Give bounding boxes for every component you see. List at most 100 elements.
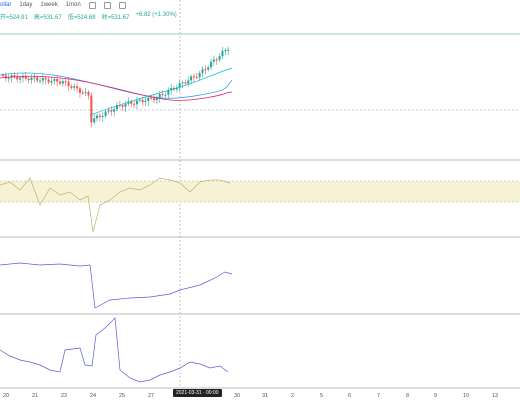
indicator-line-2 [0, 317, 229, 383]
candle-body [70, 86, 73, 88]
candle-body [210, 61, 213, 68]
x-tick-label: 8 [406, 393, 409, 399]
candle-body [73, 86, 76, 88]
candle-body [96, 115, 99, 119]
x-tick-label: 2 [291, 393, 294, 399]
candle-body [4, 75, 7, 79]
candle-body [76, 86, 79, 89]
close-value: 收=531.67 [101, 15, 130, 21]
timeframe-1day[interactable]: 1day [19, 2, 33, 8]
candle-body [195, 76, 198, 78]
candle-body [144, 101, 147, 103]
candle-body [10, 75, 13, 78]
candle-body [107, 110, 110, 112]
candle-body [138, 99, 141, 101]
oscillator-line [0, 177, 231, 233]
x-axis-ticks: 202123242527282930312567891013 [3, 393, 498, 399]
x-tick-label: 25 [119, 393, 125, 399]
candle-body [170, 87, 173, 91]
candle-body [110, 110, 113, 112]
candle-body [227, 49, 230, 51]
candle-body [56, 79, 59, 82]
candle-body [98, 115, 101, 117]
open-value: 开=524.91 [0, 15, 28, 21]
low-value: 低=524.68 [67, 15, 96, 21]
moving-averages [0, 67, 233, 116]
candle-body [93, 118, 96, 123]
candle-body [104, 111, 107, 116]
settings-icon[interactable] [88, 1, 96, 9]
candle-body [47, 79, 50, 83]
candle-body [175, 87, 178, 90]
x-tick-label: 31 [262, 393, 268, 399]
candle-body [19, 77, 22, 80]
candle-body [130, 101, 133, 104]
x-tick-label: 10 [463, 393, 469, 399]
candle-body [87, 91, 90, 96]
candle-body [36, 77, 39, 81]
x-tick-label: 21 [32, 393, 38, 399]
x-tick-label: 6 [348, 393, 351, 399]
candle-body [27, 78, 30, 81]
candle-body [190, 76, 193, 81]
oscillator-band [0, 181, 520, 202]
candle-body [101, 115, 104, 117]
candle-body [133, 103, 136, 105]
candle-body [181, 82, 184, 84]
candle-body [153, 98, 156, 101]
candle-body [53, 79, 56, 81]
candle-body [158, 94, 161, 98]
indicator-lines [0, 177, 233, 383]
candle-body [78, 88, 81, 93]
x-tick-label: 7 [377, 393, 380, 399]
candle-body [218, 56, 221, 60]
candle-body [201, 69, 204, 73]
candle-body [61, 81, 64, 84]
high-value: 高=531.67 [33, 15, 62, 21]
candle-body [41, 78, 44, 81]
candle-body [184, 82, 187, 84]
candle-body [59, 81, 61, 84]
candle-body [167, 90, 170, 95]
candle-body [113, 109, 116, 112]
candles-group [2, 46, 230, 128]
indicator-line-1 [0, 262, 233, 309]
candle-body [221, 50, 224, 57]
ma-fast-line [0, 72, 233, 99]
camera-icon[interactable] [103, 1, 111, 9]
ma-slow-line [0, 75, 233, 101]
x-tick-label: 5 [320, 393, 323, 399]
symbol-label[interactable]: ollar [0, 2, 12, 8]
fullscreen-icon[interactable] [118, 1, 126, 9]
candle-body [50, 80, 53, 83]
candle-body [215, 59, 218, 61]
candle-body [164, 94, 167, 96]
candle-body [16, 76, 19, 80]
x-tick-label: 23 [61, 393, 67, 399]
x-tick-label: 24 [90, 393, 96, 399]
timeframe-1mon[interactable]: 1mon [65, 2, 81, 8]
x-tick-label: 9 [434, 393, 437, 399]
candle-body [90, 95, 93, 123]
candle-body [39, 80, 42, 82]
candle-body [198, 72, 201, 78]
change-value: +6.82 (+1.30%) [135, 12, 177, 18]
candle-body [118, 104, 121, 106]
candle-body [150, 97, 153, 99]
timeframe-1week[interactable]: 1week [40, 2, 58, 8]
crosshair-date-label: 2021-03-31 · 00:00 [173, 389, 222, 397]
candle-body [204, 69, 207, 71]
candle-body [207, 67, 210, 70]
candle-body [30, 77, 33, 81]
candle-body [13, 75, 16, 77]
x-tick-label: 20 [3, 393, 9, 399]
x-tick-label: 27 [148, 393, 154, 399]
candle-body [81, 92, 84, 94]
candle-body [21, 75, 24, 78]
candle-body [155, 97, 158, 101]
candle-body [147, 97, 150, 102]
candle-body [7, 77, 10, 79]
candle-body [84, 91, 87, 93]
candle-body [124, 103, 127, 107]
